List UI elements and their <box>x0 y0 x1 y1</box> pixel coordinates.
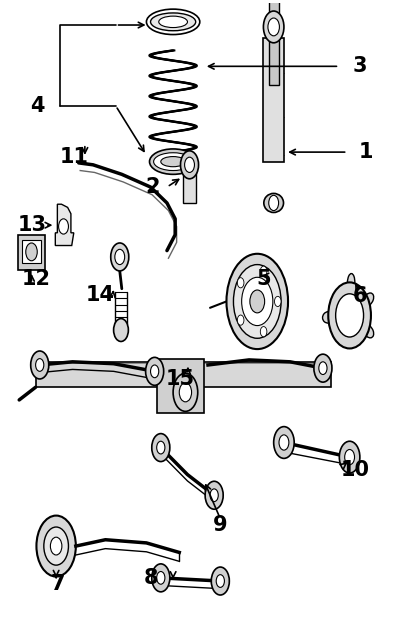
Ellipse shape <box>363 293 374 306</box>
Circle shape <box>26 243 37 261</box>
Text: 5: 5 <box>256 269 271 289</box>
Ellipse shape <box>151 13 196 31</box>
Circle shape <box>314 354 332 382</box>
Circle shape <box>328 283 371 349</box>
Bar <box>36 362 331 387</box>
Circle shape <box>226 254 288 349</box>
Circle shape <box>263 11 284 43</box>
Circle shape <box>37 515 76 577</box>
Text: 2: 2 <box>145 177 160 197</box>
Circle shape <box>210 489 218 502</box>
Bar <box>269 0 279 85</box>
Circle shape <box>114 319 129 342</box>
Circle shape <box>181 151 198 179</box>
Circle shape <box>275 296 281 306</box>
Ellipse shape <box>159 16 188 28</box>
Ellipse shape <box>161 156 186 167</box>
Text: 8: 8 <box>143 568 158 588</box>
Circle shape <box>260 266 267 276</box>
Circle shape <box>151 365 159 378</box>
Circle shape <box>345 449 354 465</box>
Text: 6: 6 <box>353 287 367 306</box>
Text: 11: 11 <box>59 147 88 167</box>
Bar <box>183 168 196 203</box>
Circle shape <box>279 435 289 450</box>
Ellipse shape <box>149 149 197 174</box>
Ellipse shape <box>347 274 355 292</box>
Ellipse shape <box>154 153 193 171</box>
Text: 14: 14 <box>86 285 115 305</box>
Circle shape <box>152 564 170 592</box>
Circle shape <box>173 373 198 412</box>
Text: 4: 4 <box>30 96 45 116</box>
Circle shape <box>44 527 69 565</box>
Circle shape <box>274 427 294 458</box>
Ellipse shape <box>322 312 334 323</box>
Circle shape <box>339 441 360 473</box>
Text: 13: 13 <box>18 215 47 235</box>
Circle shape <box>238 278 244 288</box>
Circle shape <box>115 249 125 265</box>
Text: 10: 10 <box>340 460 369 480</box>
Circle shape <box>238 315 244 325</box>
Circle shape <box>250 290 265 313</box>
Circle shape <box>157 572 165 584</box>
Circle shape <box>205 481 223 509</box>
Text: 1: 1 <box>359 142 373 162</box>
Polygon shape <box>55 204 74 246</box>
Circle shape <box>31 351 49 379</box>
Circle shape <box>319 362 327 374</box>
Text: 7: 7 <box>51 574 65 594</box>
Ellipse shape <box>264 194 284 212</box>
Text: 9: 9 <box>213 515 228 535</box>
Circle shape <box>268 18 280 36</box>
Ellipse shape <box>146 9 200 35</box>
Bar <box>18 235 45 270</box>
Ellipse shape <box>363 325 374 338</box>
Circle shape <box>152 433 170 462</box>
Text: 15: 15 <box>166 369 195 389</box>
Circle shape <box>179 383 192 402</box>
Circle shape <box>242 278 273 326</box>
Circle shape <box>157 441 165 454</box>
Circle shape <box>59 219 69 234</box>
Bar <box>263 38 284 162</box>
Circle shape <box>216 575 224 587</box>
Circle shape <box>211 567 229 595</box>
Circle shape <box>111 243 129 271</box>
Circle shape <box>336 294 364 337</box>
Text: 12: 12 <box>22 269 51 289</box>
Circle shape <box>185 157 194 172</box>
Bar <box>22 240 40 263</box>
Circle shape <box>36 358 44 371</box>
Text: 3: 3 <box>353 56 367 76</box>
Circle shape <box>269 196 279 210</box>
Bar <box>157 358 204 413</box>
Circle shape <box>146 357 163 385</box>
Circle shape <box>50 537 62 555</box>
Circle shape <box>233 265 281 338</box>
Circle shape <box>260 326 267 337</box>
